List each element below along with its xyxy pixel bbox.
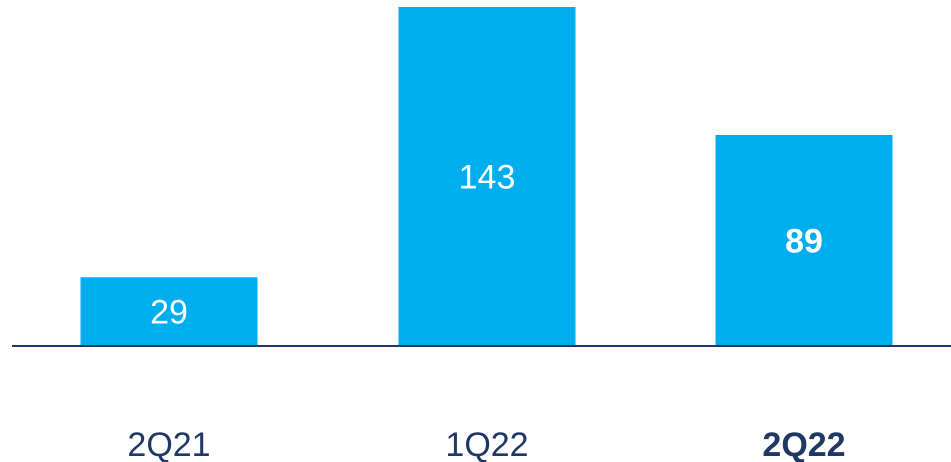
data-label-2q21: 29 <box>150 294 188 332</box>
bar-2q22 <box>715 135 893 346</box>
category-label-2q22: 2Q22 <box>762 426 845 462</box>
category-labels-group: 2Q21 1Q22 2Q22 <box>127 426 845 462</box>
bar-2q21 <box>80 277 258 346</box>
data-label-1q22: 143 <box>459 159 516 197</box>
category-label-2q21: 2Q21 <box>127 426 210 462</box>
bar-1q22 <box>398 7 576 346</box>
data-label-2q22: 89 <box>785 223 823 261</box>
category-label-1q22: 1Q22 <box>445 426 528 462</box>
bars-group: 29 143 89 <box>80 7 893 346</box>
